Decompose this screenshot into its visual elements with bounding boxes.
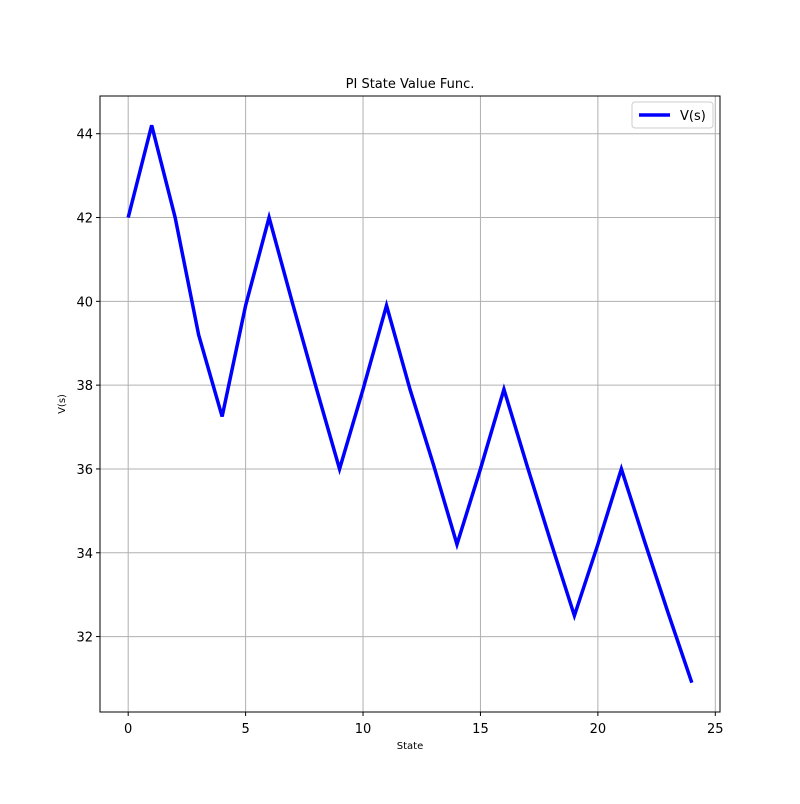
- y-tick-label: 34: [76, 547, 93, 562]
- series-line-0: [126, 124, 694, 684]
- y-tick-label: 32: [76, 631, 93, 646]
- y-tick-label: 38: [76, 379, 93, 394]
- ticks-layer: 0 5 10 15 20 25 32 34 36 38 40 42 44: [76, 128, 723, 737]
- x-axis-label: State: [397, 741, 423, 752]
- y-axis-label: V(s): [57, 394, 68, 414]
- series-layer: [126, 124, 694, 684]
- legend: V(s): [631, 101, 714, 129]
- x-tick-label: 0: [124, 722, 132, 737]
- y-tick-label: 42: [76, 212, 93, 227]
- y-tick-label: 40: [76, 295, 93, 310]
- legend-box: [631, 101, 714, 129]
- legend-label-v-s: V(s): [680, 109, 706, 124]
- plot-area-frame: [99, 95, 721, 713]
- x-tick-label: 10: [355, 722, 372, 737]
- x-tick-label: 5: [241, 722, 249, 737]
- y-tick-label: 44: [76, 128, 93, 143]
- x-tick-label: 20: [590, 722, 607, 737]
- y-tick-label: 36: [76, 463, 93, 478]
- x-tick-label: 25: [707, 722, 724, 737]
- chart-title: PI State Value Func.: [346, 77, 475, 92]
- x-tick-label: 15: [472, 722, 489, 737]
